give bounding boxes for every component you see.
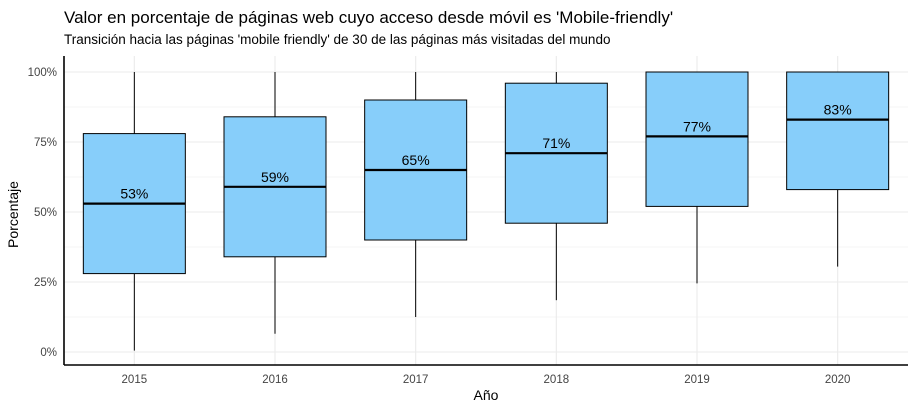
x-tick-label: 2020 <box>825 374 851 386</box>
y-tick-label: 25% <box>34 277 57 289</box>
y-axis: 0% 25% 50% 75% 100% <box>28 56 65 365</box>
box-2020: 83% <box>786 71 890 267</box>
x-tick-label: 2019 <box>684 374 710 386</box>
box-2015: 53% <box>82 72 186 351</box>
chart-subtitle: Transición hacia las páginas 'mobile fri… <box>64 32 610 47</box>
y-tick-label: 100% <box>28 67 57 79</box>
box-2019: 77% <box>645 71 749 284</box>
x-tick-label: 2018 <box>544 374 570 386</box>
median-label: 59% <box>261 169 289 185</box>
median-label: 53% <box>120 186 148 202</box>
x-tick-label: 2016 <box>262 374 288 386</box>
y-tick-label: 50% <box>34 207 57 219</box>
median-label: 83% <box>824 102 852 118</box>
median-label: 71% <box>542 135 570 151</box>
y-tick-label: 75% <box>34 137 57 149</box>
box-2018: 71% <box>504 72 608 301</box>
median-label: 65% <box>402 152 430 168</box>
chart-title: Valor en porcentaje de páginas web cuyo … <box>64 8 673 27</box>
y-tick-label: 0% <box>40 347 57 359</box>
box-body <box>786 71 890 191</box>
median-label: 77% <box>683 118 711 134</box>
x-axis: 2015 2016 2017 2018 2019 2020 <box>64 364 908 386</box>
y-axis-title: Porcentaje <box>5 181 21 248</box>
box-2016: 59% <box>223 72 327 334</box>
x-axis-title: Año <box>474 387 499 403</box>
box-2017: 65% <box>364 72 468 317</box>
x-tick-label: 2015 <box>122 374 148 386</box>
box-body <box>645 71 749 207</box>
grid <box>64 56 908 365</box>
boxes: 53% 59% 65% 71% 77% 83% <box>82 71 890 351</box>
x-tick-label: 2017 <box>403 374 429 386</box>
